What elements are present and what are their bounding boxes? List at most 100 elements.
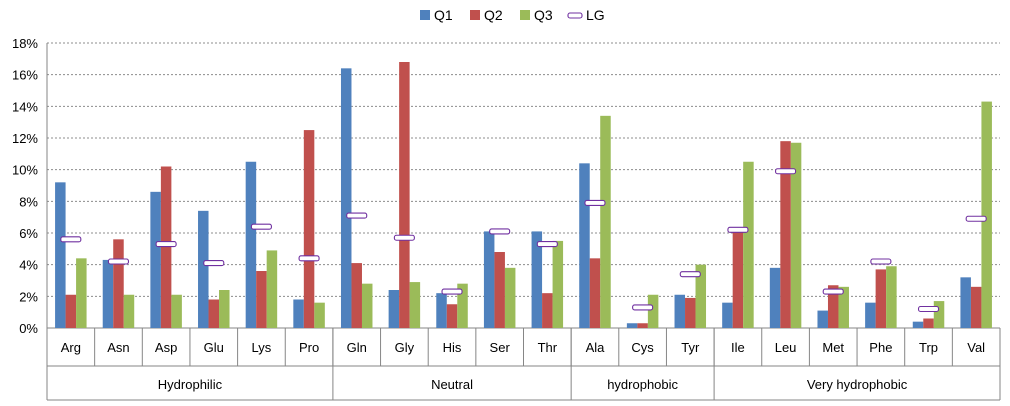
x-tick-label: Met (822, 340, 844, 355)
bar-q3 (743, 161, 754, 328)
bar-q2 (732, 229, 744, 328)
x-tick-label: His (443, 340, 462, 355)
bar-q1 (388, 290, 400, 328)
x-tick-label: Phe (869, 340, 892, 355)
bar-q2 (827, 285, 839, 328)
x-tick-label: Ala (586, 340, 606, 355)
legend-label-lg: LG (586, 7, 605, 23)
legend-swatch-q2 (470, 10, 480, 20)
x-tick-label: Arg (61, 340, 81, 355)
bar-q1 (769, 267, 781, 328)
lg-marker (489, 228, 511, 235)
bar-q1 (293, 299, 304, 328)
bar-q2 (780, 141, 791, 328)
y-tick-label: 16% (12, 68, 38, 83)
legend-swatch-q3 (520, 10, 530, 20)
lg-marker (298, 255, 320, 262)
bar-q2 (65, 294, 77, 328)
bar-q2 (589, 258, 601, 328)
bar-q3 (600, 115, 611, 328)
bar-q3 (361, 283, 373, 328)
bar-q3 (409, 282, 421, 328)
bar-q1 (960, 277, 971, 328)
lg-marker (107, 258, 130, 265)
x-tick-label: Gly (395, 340, 415, 355)
y-tick-label: 0% (19, 321, 38, 336)
y-tick-label: 6% (19, 226, 38, 241)
lg-marker (632, 304, 654, 311)
bar-q2 (970, 286, 982, 328)
bar-q1 (483, 231, 495, 328)
bar-q3 (981, 101, 992, 328)
x-tick-label: Pro (299, 340, 319, 355)
lg-marker (536, 241, 558, 248)
lg-marker (870, 258, 892, 265)
x-tick-label: Ser (490, 340, 511, 355)
lg-marker (346, 212, 368, 219)
lg-marker (679, 271, 701, 278)
bar-q1 (626, 323, 638, 328)
x-tick-label: Lys (252, 340, 272, 355)
legend-swatch-lg (567, 12, 583, 19)
bar-q1 (150, 191, 161, 328)
x-tick-label: Asn (107, 340, 129, 355)
bar-q3 (457, 283, 468, 328)
legend-label-q2: Q2 (484, 7, 503, 23)
group-label: Hydrophilic (158, 377, 223, 392)
bar-q2 (446, 304, 458, 328)
bar-q1 (531, 231, 543, 328)
group-label: hydrophobic (607, 377, 678, 392)
bar-q2 (160, 166, 172, 328)
group-label: Very hydrophobic (807, 377, 908, 392)
bar-q2 (256, 271, 267, 328)
bar-q3 (838, 286, 849, 328)
bar-q1 (436, 293, 447, 328)
lg-marker (775, 168, 797, 175)
legend-label-q1: Q1 (434, 7, 453, 23)
x-tick-label: Trp (919, 340, 938, 355)
bar-q1 (198, 210, 209, 328)
x-tick-label: Gln (347, 340, 367, 355)
bar-q3 (504, 267, 516, 328)
lg-marker (441, 288, 463, 295)
lg-marker (727, 226, 749, 233)
bar-q3 (266, 250, 278, 328)
bar-q2 (875, 269, 887, 328)
x-tick-label: Val (967, 340, 985, 355)
bar-q2 (351, 263, 362, 328)
lg-marker (584, 199, 606, 206)
x-tick-label: Tyr (681, 340, 700, 355)
y-tick-label: 4% (19, 258, 38, 273)
bar-q3 (171, 294, 182, 328)
y-tick-label: 10% (12, 163, 38, 178)
bar-q1 (722, 302, 733, 328)
bar-q3 (219, 290, 230, 328)
bar-q2 (923, 318, 934, 328)
bar-q3 (76, 258, 87, 328)
y-tick-label: 2% (19, 289, 38, 304)
y-tick-label: 14% (12, 99, 38, 114)
y-tick-label: 18% (12, 36, 38, 51)
bar-q2 (685, 297, 696, 328)
lg-marker (917, 305, 940, 313)
bar-q1 (340, 68, 352, 328)
lg-marker (393, 234, 415, 241)
bar-q2 (542, 293, 553, 328)
bar-q3 (790, 142, 802, 328)
bar-q3 (123, 294, 135, 328)
lg-marker (965, 215, 987, 222)
bar-q2 (208, 299, 220, 328)
bar-q2 (494, 252, 505, 328)
x-tick-label: Cys (631, 340, 654, 355)
x-tick-label: Ile (731, 340, 745, 355)
bar-q1 (817, 310, 828, 328)
bar-q3 (552, 240, 564, 328)
legend-swatch-q1 (420, 10, 430, 20)
bar-q1 (245, 161, 257, 328)
lg-marker (203, 260, 225, 267)
bar-q2 (113, 239, 124, 328)
bar-q3 (695, 264, 707, 328)
x-tick-label: Asp (155, 340, 177, 355)
bar-q1 (865, 302, 876, 328)
